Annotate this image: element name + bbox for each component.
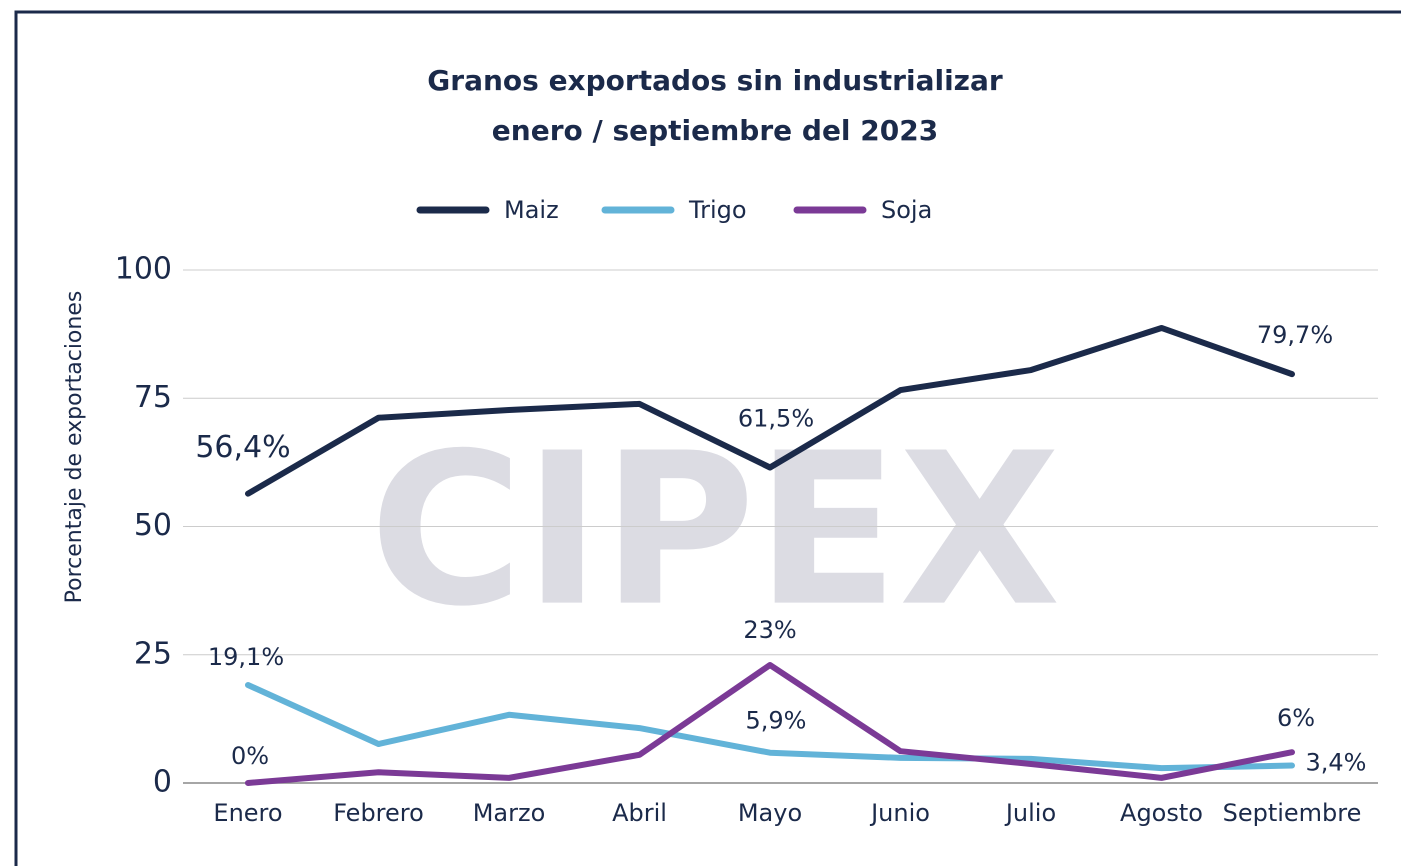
series-line [245,662,1295,786]
y-axis-label: Porcentaje de exportaciones [62,291,87,604]
x-tick-label: Febrero [333,799,424,827]
x-tick-label: Junio [869,799,930,827]
data-label: 56,4% [195,430,290,465]
x-tick-label: Abril [612,799,667,827]
chart-title: Granos exportados sin industrializar [427,64,1003,97]
data-label: 5,9% [746,707,807,735]
data-label: 23% [743,616,796,644]
legend-label: Maiz [504,196,559,224]
chart-subtitle: enero / septiembre del 2023 [492,114,938,147]
legend-label: Trigo [688,196,747,224]
x-tick-label: Enero [213,799,282,827]
data-label: 61,5% [738,405,814,433]
x-tick-label: Agosto [1120,799,1203,827]
x-tick-label: Mayo [738,799,802,827]
y-tick-label: 75 [134,380,172,415]
x-tick-label: Septiembre [1223,799,1362,827]
data-label: 0% [231,742,269,770]
y-tick-label: 50 [134,508,172,543]
data-label: 79,7% [1257,321,1333,349]
y-tick-label: 0 [153,765,172,800]
y-tick-label: 100 [115,252,172,287]
series-line [245,324,1295,497]
watermark: CIPEX [369,408,1061,653]
data-label: 19,1% [208,643,284,671]
legend-label: Soja [881,196,932,224]
y-tick-label: 25 [134,636,172,671]
x-tick-label: Marzo [473,799,546,827]
data-label: 6% [1277,704,1315,732]
data-label: 3,4% [1306,749,1367,777]
series-line [245,682,1295,772]
x-tick-label: Julio [1004,799,1056,827]
